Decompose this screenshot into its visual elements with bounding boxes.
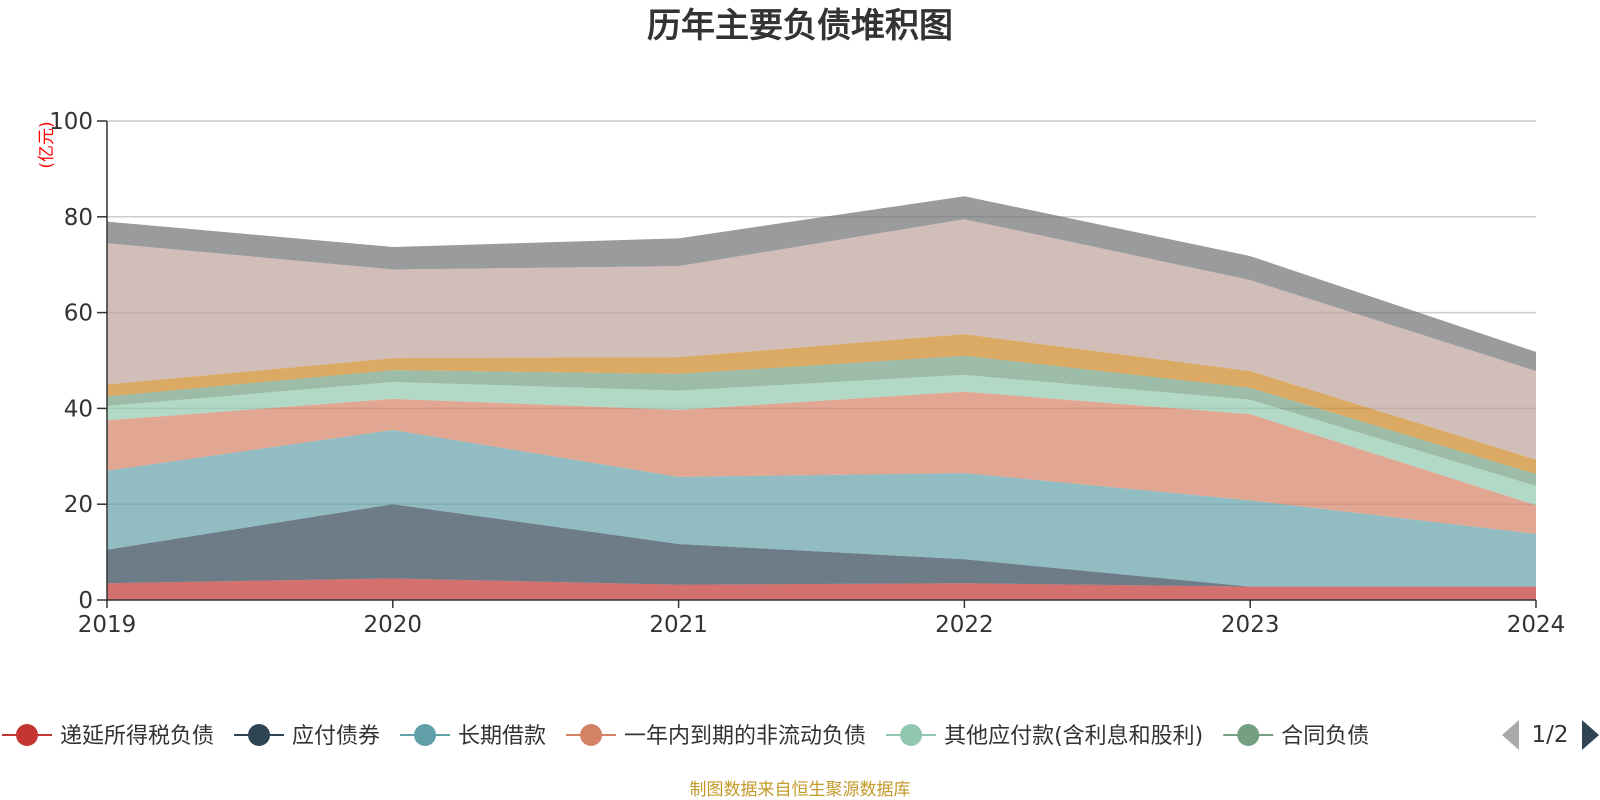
legend-label: 一年内到期的非流动负债 xyxy=(624,724,866,749)
x-tick-label: 2024 xyxy=(1507,612,1566,638)
x-tick-label: 2020 xyxy=(364,612,423,638)
y-tick-label: 100 xyxy=(49,109,93,135)
legend-page-indicator: 1/2 xyxy=(1531,722,1568,748)
y-tick-label: 80 xyxy=(64,205,93,231)
legend-circle-marker xyxy=(1237,724,1260,746)
chart-title: 历年主要负债堆积图 xyxy=(647,6,953,46)
x-tick-label: 2021 xyxy=(649,612,708,638)
legend-prev-page-icon[interactable] xyxy=(1502,720,1519,750)
y-tick-label: 0 xyxy=(78,588,93,614)
legend-item[interactable]: 应付债券 xyxy=(234,724,380,749)
legend-circle-marker xyxy=(580,724,603,746)
legend-label: 递延所得税负债 xyxy=(60,724,214,749)
area-series[interactable] xyxy=(107,334,1536,475)
area-series[interactable] xyxy=(107,504,1536,587)
legend-item[interactable]: 其他应付款(含利息和股利) xyxy=(886,724,1203,749)
area-series[interactable] xyxy=(107,196,1536,372)
y-tick-label: 60 xyxy=(64,301,93,327)
legend-circle-marker xyxy=(900,724,923,746)
legend: 递延所得税负债 应付债券 长期借款 一年内到期的非流动负债 其他应付款(含利息和股利) 合… xyxy=(2,724,1369,749)
y-axis-unit-label: (亿元) xyxy=(37,121,57,168)
stacked-areas xyxy=(107,196,1536,600)
x-tick-label: 2022 xyxy=(935,612,994,638)
legend-label: 其他应付款(含利息和股利) xyxy=(944,724,1203,749)
legend-label: 应付债券 xyxy=(292,724,380,749)
area-series[interactable] xyxy=(107,429,1536,587)
data-source-note: 制图数据来自恒生聚源数据库 xyxy=(690,780,911,800)
area-series[interactable] xyxy=(107,355,1536,486)
legend-label: 长期借款 xyxy=(458,724,546,749)
legend-circle-marker xyxy=(414,724,437,746)
legend-next-page-icon[interactable] xyxy=(1582,720,1599,750)
axes: 0 20 40 60 80 100 2019 2020 2021 2022 2023 2024 xyxy=(49,109,1565,638)
legend-item[interactable]: 长期借款 xyxy=(400,724,546,749)
area-series[interactable] xyxy=(107,578,1536,600)
area-series[interactable] xyxy=(107,219,1536,460)
legend-circle-marker xyxy=(248,724,271,746)
legend-pager: 1/2 xyxy=(1502,720,1599,750)
y-tick-label: 20 xyxy=(64,492,93,518)
legend-circle-marker xyxy=(16,724,38,746)
legend-label: 合同负债 xyxy=(1281,724,1369,749)
x-tick-label: 2019 xyxy=(78,612,137,638)
legend-item[interactable]: 递延所得税负债 xyxy=(2,724,214,749)
legend-item[interactable]: 合同负债 xyxy=(1223,724,1369,749)
x-tick-label: 2023 xyxy=(1221,612,1280,638)
legend-item[interactable]: 一年内到期的非流动负债 xyxy=(566,724,866,749)
area-series[interactable] xyxy=(107,391,1536,534)
y-tick-label: 40 xyxy=(64,396,93,422)
area-series[interactable] xyxy=(107,374,1536,506)
